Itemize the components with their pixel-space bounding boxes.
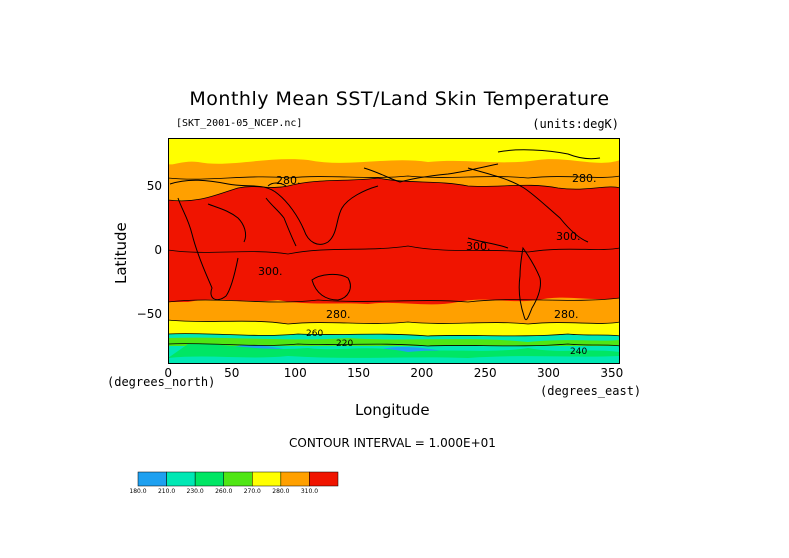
- y-tick-label: 0: [154, 243, 162, 257]
- chart-title: Monthly Mean SST/Land Skin Temperature: [189, 88, 610, 110]
- colorbar-label: 270.0: [243, 488, 261, 495]
- x-tick-label: 300: [537, 366, 560, 380]
- band-arctic-yellow: [168, 138, 620, 165]
- contour-label: 220: [336, 339, 353, 349]
- y-tick-label: −50: [136, 307, 162, 322]
- colorbar-label: 310.0: [300, 488, 319, 495]
- colorbar-label: 230.0: [186, 488, 204, 495]
- y-tick-label: 50: [146, 178, 162, 193]
- colorbar-label: 210.0: [157, 488, 176, 495]
- contour-label: 300.: [556, 230, 581, 243]
- colorbar-label: 260.0: [215, 488, 233, 495]
- x-tick-label: 0: [164, 366, 173, 380]
- contour-label: 260: [306, 329, 323, 339]
- x-tick-label: 150: [347, 366, 371, 380]
- y-unit-label: (degrees_north): [107, 375, 216, 389]
- band-tropics-red: [168, 178, 620, 305]
- contour-label: 280.: [326, 308, 351, 321]
- colorbar-swatch: [137, 471, 167, 487]
- colorbar-swatch: [223, 471, 253, 487]
- heatmap-plot: 280. 280. 300. 300. 300. 280. 280. 260 2…: [168, 138, 620, 364]
- x-tick-label: 100: [283, 366, 307, 380]
- colorbar-swatch: [194, 471, 224, 487]
- x-axis-label: Longitude: [355, 401, 430, 419]
- colorbar-swatch: [252, 471, 282, 487]
- units-label: (units:degK): [532, 117, 619, 131]
- x-unit-label: (degrees_east): [540, 384, 642, 398]
- contour-label: 280.: [276, 174, 301, 187]
- x-tick-label: 200: [410, 366, 434, 380]
- colorbar-swatch: [309, 471, 339, 487]
- colorbar-label: 280.0: [272, 488, 290, 495]
- x-tick-label: 50: [224, 366, 240, 380]
- contour-label: 280.: [554, 308, 579, 321]
- x-tick-label: 250: [473, 366, 497, 380]
- band-south-yellow: [168, 320, 620, 336]
- contour-label: 240: [570, 347, 587, 357]
- contour-interval: CONTOUR INTERVAL = 1.000E+01: [289, 436, 496, 450]
- colorbar-swatch: [280, 471, 310, 487]
- contour-label: 300.: [258, 265, 283, 278]
- colorbar: [137, 471, 339, 487]
- colorbar-swatch: [166, 471, 196, 487]
- x-tick-label: 350: [600, 366, 624, 380]
- y-axis-label: Latitude: [112, 222, 130, 284]
- colorbar-label: 180.0: [129, 488, 147, 495]
- contour-label: 280.: [572, 172, 597, 185]
- contour-label: 300.: [466, 240, 491, 253]
- file-label: [SKT_2001-05_NCEP.nc]: [176, 118, 303, 129]
